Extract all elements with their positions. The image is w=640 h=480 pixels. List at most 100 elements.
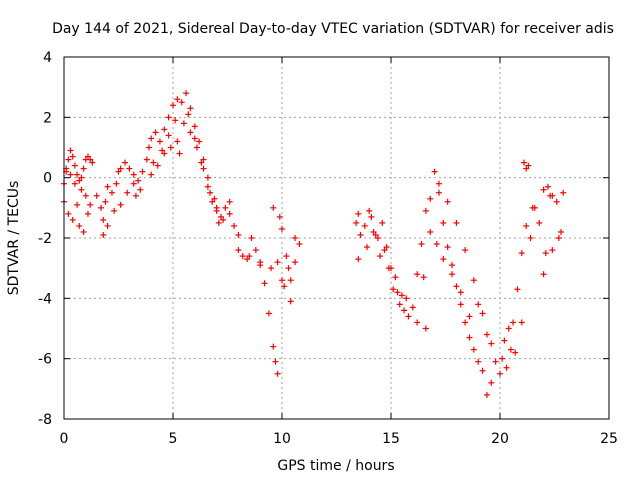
data-point: [518, 250, 525, 257]
data-point: [204, 183, 211, 190]
data-point: [143, 156, 150, 163]
data-point: [239, 253, 246, 260]
data-point: [126, 165, 133, 172]
data-point: [542, 250, 549, 257]
data-point: [503, 364, 510, 371]
data-point: [488, 340, 495, 347]
data-point: [220, 216, 227, 223]
data-point: [549, 247, 556, 254]
data-point: [156, 138, 163, 145]
data-point: [514, 286, 521, 293]
data-point: [483, 391, 490, 398]
data-point: [84, 210, 91, 217]
data-point: [523, 222, 530, 229]
data-point: [80, 165, 87, 172]
data-point: [435, 189, 442, 196]
data-point: [479, 367, 486, 374]
data-point: [283, 253, 290, 260]
data-point: [217, 213, 224, 220]
grid-lines: [64, 57, 609, 419]
data-point: [104, 222, 111, 229]
data-point: [248, 235, 255, 241]
data-point: [287, 298, 294, 305]
data-point: [462, 319, 469, 326]
data-point: [215, 219, 222, 226]
data-point: [462, 247, 469, 254]
data-point: [137, 186, 144, 193]
data-point: [84, 153, 91, 160]
data-point: [265, 310, 272, 317]
data-point: [553, 198, 560, 205]
data-point: [453, 219, 460, 226]
y-tick-label: 0: [43, 171, 52, 187]
data-point: [76, 222, 83, 229]
data-point: [270, 343, 277, 350]
data-point: [558, 228, 565, 235]
data-point: [111, 207, 118, 214]
data-point: [361, 222, 368, 229]
data-point: [204, 174, 211, 181]
data-point: [117, 165, 124, 172]
data-point: [117, 201, 124, 208]
data-point: [200, 165, 207, 172]
data-point: [523, 165, 530, 172]
data-point: [82, 192, 89, 199]
data-point: [488, 379, 495, 386]
data-point: [80, 228, 87, 235]
data-point: [372, 231, 379, 238]
data-point: [270, 204, 277, 211]
data-point: [161, 126, 168, 133]
y-axis-label: SDTVAR / TECUs: [6, 181, 22, 296]
data-point: [67, 147, 74, 154]
data-point: [191, 135, 198, 142]
data-point: [67, 171, 74, 178]
x-tick-label: 10: [273, 431, 291, 447]
y-tick-label: -8: [38, 412, 52, 428]
data-point: [449, 271, 456, 278]
data-point: [540, 271, 547, 278]
data-point: [374, 235, 381, 241]
data-point: [165, 132, 172, 139]
data-point: [507, 346, 514, 353]
x-axis-label: GPS time / hours: [277, 458, 394, 474]
data-point: [383, 244, 390, 251]
data-point: [226, 198, 233, 205]
data-point: [152, 129, 159, 136]
data-point: [555, 235, 562, 241]
data-point: [560, 189, 567, 196]
data-point: [154, 162, 161, 169]
data-point: [440, 256, 447, 263]
data-point: [102, 198, 109, 205]
data-point: [268, 265, 275, 272]
data-point: [108, 189, 115, 196]
data-point: [161, 150, 168, 157]
data-point: [492, 358, 499, 365]
data-point: [87, 156, 94, 163]
data-point: [139, 168, 146, 175]
data-point: [418, 241, 425, 248]
data-point: [159, 147, 166, 154]
data-point: [401, 307, 408, 314]
data-point: [146, 144, 153, 151]
y-tick-labels: -8 -6 -4 -2 0 2 4: [38, 50, 52, 428]
y-tick-label: 4: [43, 50, 52, 66]
data-point: [276, 213, 283, 220]
data-point: [193, 144, 200, 151]
data-point: [252, 247, 259, 254]
data-point: [510, 319, 517, 326]
data-point: [457, 301, 464, 308]
data-point: [540, 186, 547, 193]
data-point: [170, 102, 176, 109]
data-point: [444, 244, 451, 251]
data-point: [174, 96, 181, 103]
data-point: [87, 201, 94, 208]
chart-title: Day 144 of 2021, Sidereal Day-to-day VTE…: [52, 21, 614, 37]
data-point: [403, 295, 410, 302]
data-point: [475, 358, 482, 365]
data-point: [422, 207, 429, 214]
data-point: [65, 210, 72, 217]
plot-frame: [63, 56, 610, 420]
x-tick-label: 25: [600, 431, 618, 447]
data-point: [104, 183, 111, 190]
